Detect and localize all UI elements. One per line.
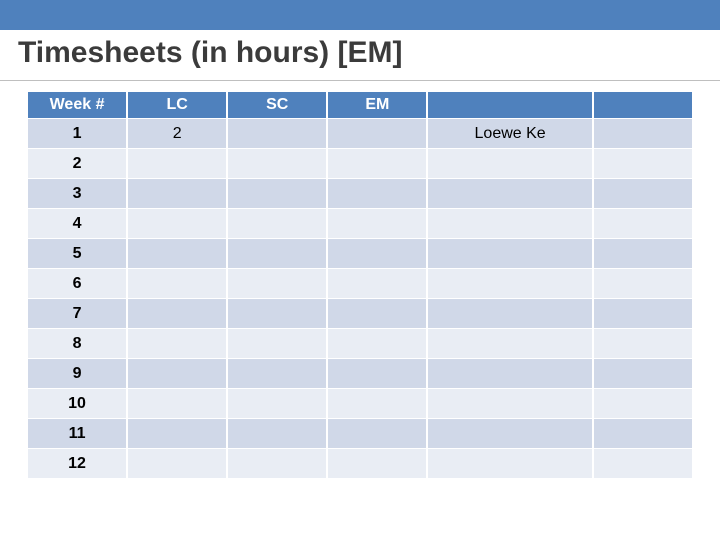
week-cell: 10 <box>28 389 126 418</box>
data-cell <box>228 389 326 418</box>
week-cell: 11 <box>28 419 126 448</box>
week-cell: 7 <box>28 299 126 328</box>
data-cell <box>328 119 426 148</box>
table-row: 12 Loewe Ke <box>28 119 692 148</box>
data-cell <box>128 389 226 418</box>
data-cell <box>428 269 592 298</box>
data-cell: 2 <box>128 119 226 148</box>
data-cell <box>428 419 592 448</box>
table-container: Week #LCSCEM 12Loewe Ke23456789101112 <box>0 81 720 479</box>
header-row: Week #LCSCEM <box>28 92 692 118</box>
data-cell: Loewe Ke <box>428 119 592 148</box>
data-cell <box>594 389 692 418</box>
data-cell <box>128 419 226 448</box>
data-cell <box>328 389 426 418</box>
data-cell <box>328 299 426 328</box>
data-cell <box>128 269 226 298</box>
data-cell <box>328 149 426 178</box>
data-cell <box>228 209 326 238</box>
data-cell <box>128 359 226 388</box>
week-cell: 2 <box>28 149 126 178</box>
data-cell <box>428 329 592 358</box>
col-header-0: Week # <box>28 92 126 118</box>
col-header-4 <box>428 92 592 118</box>
week-cell: 4 <box>28 209 126 238</box>
data-cell <box>594 149 692 178</box>
data-cell <box>428 209 592 238</box>
data-cell <box>594 119 692 148</box>
data-cell <box>228 179 326 208</box>
data-cell <box>128 329 226 358</box>
data-cell <box>228 419 326 448</box>
week-cell: 8 <box>28 329 126 358</box>
data-cell <box>328 179 426 208</box>
data-cell <box>594 449 692 478</box>
table-row: 4 <box>28 209 692 238</box>
data-cell <box>128 149 226 178</box>
data-cell <box>128 449 226 478</box>
top-bar <box>0 0 720 30</box>
table-row: 9 <box>28 359 692 388</box>
data-cell <box>228 269 326 298</box>
data-cell <box>594 419 692 448</box>
col-header-5 <box>594 92 692 118</box>
table-row: 12 <box>28 449 692 478</box>
data-cell <box>328 269 426 298</box>
table-body: 12Loewe Ke23456789101112 <box>28 119 692 478</box>
data-cell <box>128 299 226 328</box>
data-cell <box>128 179 226 208</box>
week-cell: 5 <box>28 239 126 268</box>
data-cell <box>428 239 592 268</box>
data-cell <box>594 329 692 358</box>
table-row: 7 <box>28 299 692 328</box>
table-row: 11 <box>28 419 692 448</box>
week-cell: 12 <box>28 449 126 478</box>
col-header-2: SC <box>228 92 326 118</box>
col-header-3: EM <box>328 92 426 118</box>
col-header-1: LC <box>128 92 226 118</box>
data-cell <box>228 359 326 388</box>
data-cell <box>594 299 692 328</box>
table-row: 6 <box>28 269 692 298</box>
data-cell <box>428 449 592 478</box>
data-cell <box>328 209 426 238</box>
data-cell <box>328 449 426 478</box>
data-cell <box>594 359 692 388</box>
table-row: 10 <box>28 389 692 418</box>
data-cell <box>428 179 592 208</box>
week-cell: 3 <box>28 179 126 208</box>
data-cell <box>228 149 326 178</box>
week-cell: 1 <box>28 119 126 148</box>
week-cell: 6 <box>28 269 126 298</box>
data-cell <box>328 239 426 268</box>
data-cell <box>594 269 692 298</box>
week-cell: 9 <box>28 359 126 388</box>
data-cell <box>128 209 226 238</box>
data-cell <box>328 359 426 388</box>
table-row: 5 <box>28 239 692 268</box>
data-cell <box>228 329 326 358</box>
data-cell <box>228 119 326 148</box>
data-cell <box>228 239 326 268</box>
data-cell <box>128 239 226 268</box>
data-cell <box>428 149 592 178</box>
table-row: 8 <box>28 329 692 358</box>
table-row: 2 <box>28 149 692 178</box>
data-cell <box>594 239 692 268</box>
data-cell <box>594 209 692 238</box>
data-cell <box>428 299 592 328</box>
data-cell <box>328 329 426 358</box>
table-row: 3 <box>28 179 692 208</box>
data-cell <box>428 389 592 418</box>
page-title: Timesheets (in hours) [EM] <box>0 30 720 81</box>
data-cell <box>228 299 326 328</box>
timesheet-table: Week #LCSCEM 12Loewe Ke23456789101112 <box>26 91 694 479</box>
table-head: Week #LCSCEM <box>28 92 692 118</box>
data-cell <box>594 179 692 208</box>
data-cell <box>228 449 326 478</box>
data-cell <box>328 419 426 448</box>
data-cell <box>428 359 592 388</box>
